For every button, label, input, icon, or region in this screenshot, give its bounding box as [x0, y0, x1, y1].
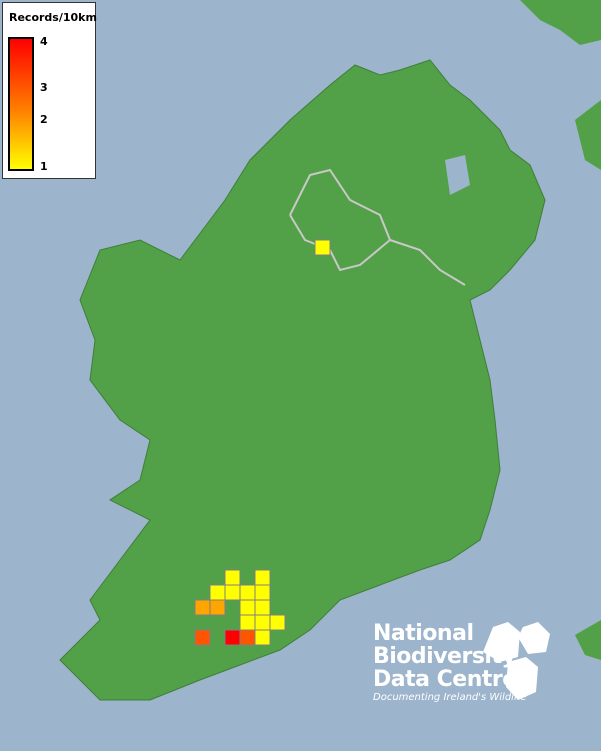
- record-cell[interactable]: [239, 584, 256, 601]
- record-cell[interactable]: [254, 584, 271, 601]
- record-cells: [194, 239, 331, 646]
- wales-landmass: [575, 620, 601, 660]
- scotland-landmass: [520, 0, 601, 45]
- scotland-island: [575, 100, 601, 170]
- record-cell[interactable]: [269, 614, 286, 631]
- color-ramp: [8, 37, 34, 171]
- record-cell[interactable]: [194, 599, 211, 616]
- record-cell[interactable]: [209, 584, 226, 601]
- legend: Records/10km 4 3 2 1: [2, 2, 97, 179]
- logo-tagline: Documenting Ireland's Wildlife: [373, 692, 527, 703]
- record-cell[interactable]: [224, 629, 241, 646]
- record-cell[interactable]: [239, 599, 256, 616]
- nbdc-logo: National Biodiversity Data Centre Docume…: [373, 622, 526, 703]
- logo-line2: Biodiversity: [373, 644, 516, 669]
- record-cell[interactable]: [239, 614, 256, 631]
- logo-hexagons-icon: [483, 622, 550, 700]
- record-cell[interactable]: [254, 614, 271, 631]
- legend-title: Records/10km: [9, 11, 97, 24]
- record-cell[interactable]: [239, 629, 256, 646]
- record-cell[interactable]: [209, 599, 226, 616]
- legend-tick-2: 2: [40, 113, 48, 126]
- legend-tick-3: 3: [40, 81, 48, 94]
- record-cell[interactable]: [194, 629, 211, 646]
- record-cell[interactable]: [254, 599, 271, 616]
- legend-tick-4: 4: [40, 35, 48, 48]
- logo-line1: National: [373, 621, 474, 646]
- record-cell[interactable]: [314, 239, 331, 256]
- record-cell[interactable]: [224, 569, 241, 586]
- logo-line3: Data Centre: [373, 667, 517, 692]
- legend-tick-1: 1: [40, 160, 48, 173]
- record-cell[interactable]: [254, 629, 271, 646]
- lough-neagh: [445, 155, 470, 195]
- ireland-landmass: [59, 59, 546, 701]
- record-cell[interactable]: [224, 584, 241, 601]
- record-cell[interactable]: [254, 569, 271, 586]
